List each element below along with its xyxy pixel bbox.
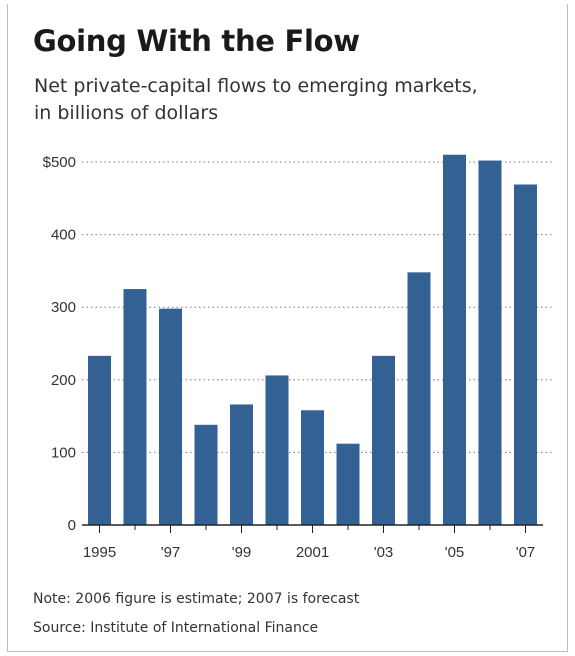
x-tick-label: '05	[445, 544, 465, 561]
chart-note: Note: 2006 figure is estimate; 2007 is f…	[33, 591, 360, 607]
subtitle-line-1: Net private-capital flows to emerging ma…	[34, 75, 478, 97]
y-axis-labels: 0 100 200 300 400 $500	[43, 154, 76, 534]
y-tick-label: 400	[51, 227, 76, 244]
bar-2000	[265, 375, 289, 525]
x-tick-label: '07	[516, 544, 536, 561]
x-tick-label: '03	[374, 544, 394, 561]
y-tick-label: 200	[51, 372, 76, 389]
x-axis-labels: 1995 '97 '99 2001 '03 '05 '07	[83, 525, 535, 561]
x-tick-label: '99	[232, 544, 252, 561]
bar-2006	[478, 160, 502, 525]
bar-2003	[372, 355, 395, 525]
bar-1995	[88, 355, 111, 525]
bar-2004	[407, 272, 431, 525]
bar-chart: 0 100 200 300 400 $500 1995 '97 '99 2001 '03 '05 '0…	[43, 154, 553, 561]
bar-2005	[443, 154, 466, 526]
bar-1998	[194, 424, 218, 525]
y-tick-label: 0	[68, 517, 76, 534]
bar-1997	[159, 308, 182, 525]
x-tick-label: 2001	[296, 544, 329, 561]
bars	[88, 154, 537, 526]
x-tick-label: 1995	[83, 544, 116, 561]
bar-2001	[301, 410, 324, 525]
y-tick-label: 100	[51, 444, 76, 461]
bar-2007	[514, 184, 537, 526]
chart-source: Source: Institute of International Finan…	[33, 620, 319, 636]
chart-frame	[7, 4, 568, 652]
bar-1996	[123, 289, 147, 525]
subtitle-line-2: in billions of dollars	[34, 102, 219, 124]
y-tick-label: $500	[43, 154, 76, 171]
x-tick-label: '97	[161, 544, 181, 561]
y-tick-label: 300	[51, 299, 76, 316]
bar-1999	[230, 404, 253, 525]
bar-2002	[336, 443, 360, 525]
chart-subtitle: Net private-capital flows to emerging ma…	[34, 73, 554, 127]
gridlines	[82, 161, 553, 453]
chart-title: Going With the Flow	[33, 24, 360, 58]
